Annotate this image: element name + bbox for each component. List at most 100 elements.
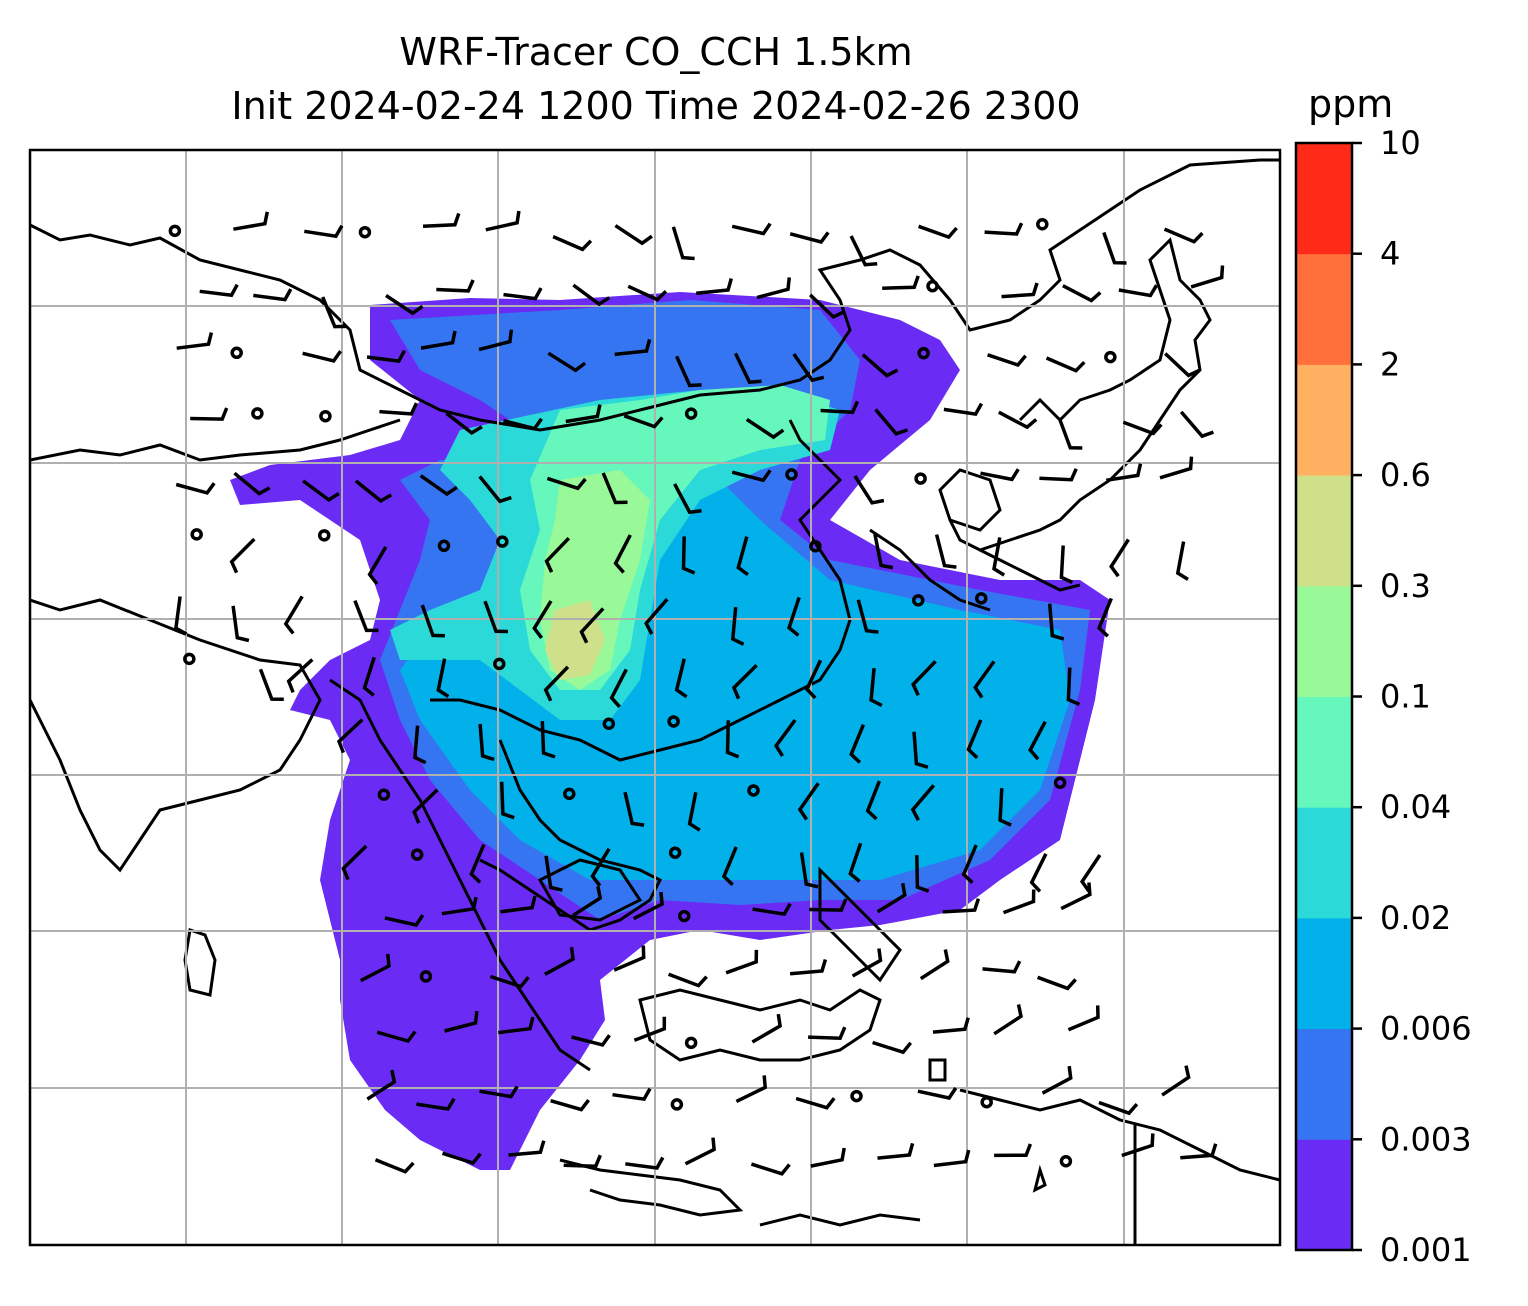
colorbar-segment — [1296, 475, 1352, 587]
coastlines — [30, 158, 1280, 1245]
colorbar-tick-label: 0.006 — [1380, 1010, 1472, 1048]
wind-barb — [302, 479, 340, 503]
wind-barb — [286, 658, 314, 694]
wind-barb — [789, 959, 828, 976]
calm-wind-circle — [377, 788, 391, 801]
colorbar-tick-label: 2 — [1380, 345, 1400, 383]
wind-barb — [882, 275, 920, 290]
colorbar-tick-label: 0.04 — [1380, 788, 1451, 826]
wind-barb — [933, 1149, 971, 1168]
wind-barb — [613, 945, 646, 972]
gridlines — [30, 150, 1280, 1245]
wind-barb — [934, 534, 957, 569]
map-plot — [28, 148, 1282, 1247]
wind-barb — [199, 283, 239, 298]
wind-barb — [808, 1026, 847, 1040]
wind-barb — [532, 600, 553, 639]
wind-barb — [565, 404, 602, 424]
wind-barb — [861, 353, 899, 378]
wind-barb — [419, 474, 458, 497]
wind-barb — [632, 891, 664, 921]
wind-barb — [869, 668, 883, 707]
wind-barb — [1079, 854, 1102, 893]
wind-barb — [540, 721, 556, 759]
calm-wind-circle — [975, 592, 988, 605]
wind-barb — [773, 719, 797, 757]
wind-barb — [441, 896, 478, 916]
wind-barb — [735, 1075, 768, 1103]
colorbar-unit-label: ppm — [1308, 82, 1394, 126]
wind-barb — [849, 235, 878, 267]
wind-barb — [848, 842, 863, 883]
wind-barb — [547, 351, 587, 373]
wind-barb — [413, 725, 427, 765]
wind-barb — [1109, 538, 1130, 578]
calm-wind-circle — [437, 539, 451, 553]
wind-barb — [1105, 463, 1143, 483]
wind-barb — [849, 724, 866, 764]
wind-barb — [366, 1069, 397, 1101]
wind-barb — [736, 536, 749, 577]
wind-barb — [997, 410, 1038, 430]
wind-barb — [176, 332, 214, 350]
wind-barb — [1060, 882, 1092, 911]
wind-barb — [808, 293, 846, 319]
wind-barb — [810, 1147, 846, 1168]
wind-barb — [612, 1087, 652, 1101]
colorbar-segment — [1296, 585, 1352, 697]
wind-barb — [503, 287, 543, 301]
wind-barb — [336, 718, 364, 754]
wind-barb — [721, 846, 738, 886]
wind-barb — [1028, 720, 1047, 761]
calm-wind-circle — [684, 1036, 698, 1050]
wind-barb — [684, 1137, 716, 1166]
wind-barb — [752, 902, 792, 917]
wind-barb — [1097, 597, 1113, 638]
calm-wind-circle — [917, 346, 930, 360]
wind-barb — [436, 279, 475, 293]
wind-barb — [420, 330, 457, 350]
wind-barb — [304, 224, 344, 239]
wind-barb — [1098, 1100, 1139, 1116]
colorbar-segment — [1296, 253, 1352, 365]
wind-barb — [614, 224, 653, 246]
wind-barb — [797, 782, 820, 821]
wind-barb — [681, 536, 696, 575]
wind-barb — [1062, 284, 1102, 303]
colorbar-segments — [1296, 143, 1352, 1251]
wind-barb — [609, 668, 628, 708]
wind-barb — [613, 534, 632, 574]
colorbar-segment — [1296, 1028, 1352, 1140]
colorbar-tick-label: 10 — [1380, 124, 1421, 162]
wind-barb — [384, 914, 425, 927]
wind-barb — [919, 949, 950, 981]
colorbar-tick-label: 0.02 — [1380, 899, 1451, 937]
colorbar-tick-label: 0.1 — [1380, 678, 1431, 716]
calm-wind-circle — [496, 535, 509, 548]
colorbar-segment — [1296, 917, 1352, 1030]
wind-barb — [478, 723, 495, 762]
colorbar-segment — [1296, 696, 1352, 808]
wind-barb — [987, 353, 1027, 368]
wind-barb — [601, 472, 628, 505]
wind-barb — [543, 665, 570, 702]
wind-barb — [820, 400, 860, 415]
wind-barb — [552, 234, 593, 252]
wind-barb — [499, 781, 515, 820]
wind-barb — [745, 417, 785, 440]
wind-barb — [485, 210, 521, 232]
wind-barb — [853, 474, 885, 505]
wind-barb — [799, 852, 819, 889]
wind-barb — [508, 1140, 546, 1157]
wind-barb — [1159, 456, 1194, 480]
wind-barb — [674, 658, 688, 699]
wind-barb — [379, 402, 419, 416]
calm-wind-circle — [1036, 218, 1049, 231]
wind-barb — [730, 606, 745, 646]
wind-barb — [851, 948, 883, 978]
calm-wind-circle — [563, 787, 576, 801]
calm-wind-circle — [667, 715, 680, 728]
wind-barb — [872, 1040, 913, 1055]
calm-wind-circle — [358, 225, 372, 239]
wind-barb — [789, 231, 830, 244]
